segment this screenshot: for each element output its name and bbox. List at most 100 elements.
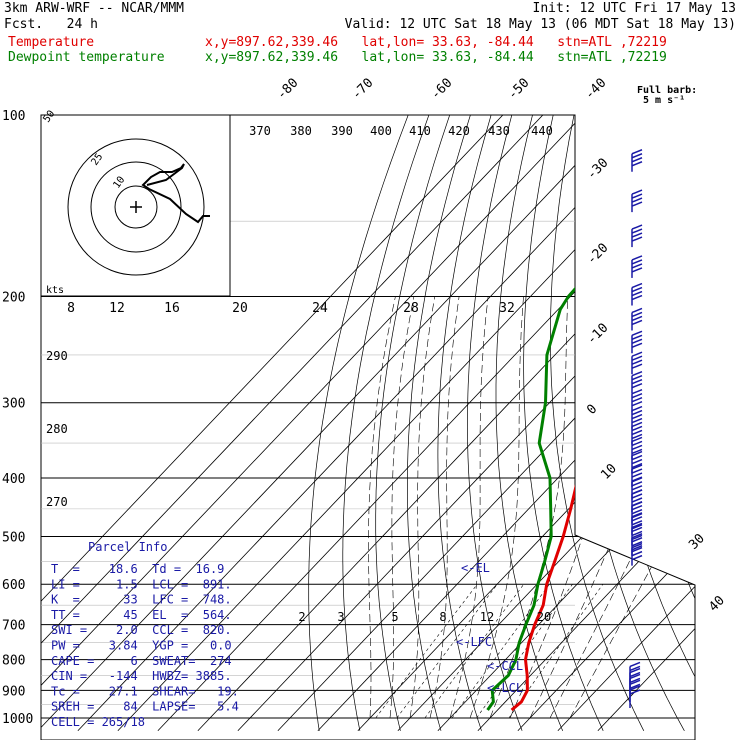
theta-label: 380 <box>290 124 312 138</box>
wind-barb <box>631 370 643 394</box>
hodograph-axis-label: 20 <box>232 301 248 316</box>
dry-adiabat <box>308 115 409 731</box>
hodograph-origin <box>130 201 142 213</box>
isotherm-line <box>157 115 695 732</box>
isotherm-line <box>277 115 695 732</box>
wind-barb <box>631 307 643 331</box>
theta-label: 440 <box>531 124 553 138</box>
dewpoint-location-info: x,y=897.62,339.46 lat,lon= 33.63, -84.44… <box>205 50 667 65</box>
theta-label: 410 <box>409 124 431 138</box>
parcel-info-row: CAPE = 6 SWEAT= 274 <box>51 654 232 668</box>
isotherm-label: 10 <box>598 461 620 483</box>
theta-label: 420 <box>448 124 470 138</box>
mixing-ratio-line <box>375 584 478 719</box>
theta-left-label: 270 <box>46 495 68 509</box>
parcel-info-title: Parcel Info <box>88 540 167 554</box>
hodograph-unit: kts <box>46 285 64 296</box>
hodograph-axis-label: 24 <box>312 301 328 316</box>
pressure-tick-label: 400 <box>2 472 25 487</box>
isotherm-label: -30 <box>584 156 611 183</box>
mixing-ratio-label: 2 <box>298 610 305 624</box>
isotherm-label: -50 <box>505 76 532 103</box>
wind-barb <box>631 477 643 500</box>
wind-barb <box>631 542 643 566</box>
parcel-info-row: SREH = 84 LAPSE= 5.4 <box>51 700 239 714</box>
isotherm-line <box>477 115 695 732</box>
dry-adiabat <box>467 115 523 731</box>
dry-adiabat <box>625 115 695 731</box>
hodograph-axis-label: 8 <box>67 301 75 316</box>
isotherm-label: -70 <box>349 76 376 103</box>
pressure-tick-label: 200 <box>2 291 25 306</box>
hodograph-trace <box>141 163 210 224</box>
pressure-tick-label: 900 <box>2 684 25 699</box>
theta-label: 390 <box>331 124 353 138</box>
hodograph-axis-label: 12 <box>109 301 125 316</box>
isotherm-label: -10 <box>584 321 611 348</box>
theta-label: 370 <box>249 124 271 138</box>
pressure-tick-label: 100 <box>2 109 25 124</box>
full-barb-unit: 5 m s⁻¹ <box>643 95 685 106</box>
hodograph-axis-label: 32 <box>499 301 515 316</box>
isotherm-label: 30 <box>686 531 708 553</box>
dry-adiabat <box>718 115 740 731</box>
isotherm-line <box>357 115 695 732</box>
wind-barb <box>631 421 643 445</box>
moist-adiabat <box>569 296 695 719</box>
hodograph-ring <box>114 185 158 229</box>
parcel-info-row: K = 33 LFC = 748. <box>51 593 232 607</box>
wind-barb <box>631 149 643 172</box>
mixing-ratio-label: 12 <box>480 610 494 624</box>
dewpoint-legend: Dewpoint temperature <box>8 50 165 65</box>
dry-adiabat <box>437 115 492 731</box>
dry-adiabat <box>375 115 451 731</box>
pressure-tick-label: 600 <box>2 578 25 593</box>
pressure-tick-label: 800 <box>2 654 25 669</box>
temperature-location-info: x,y=897.62,339.46 lat,lon= 33.63, -84.44… <box>205 35 667 50</box>
parcel-info-row: CELL = 265/18 <box>51 715 145 729</box>
isotherm-line <box>41 115 530 732</box>
dry-adiabat <box>342 115 430 731</box>
wind-barb <box>631 282 643 306</box>
theta-left-label: 280 <box>46 422 68 436</box>
moist-adiabat <box>469 296 524 719</box>
moist-adiabat <box>489 296 569 719</box>
isotherm-line <box>197 115 695 732</box>
isotherm-label: -80 <box>274 76 301 103</box>
hodograph-ring <box>90 161 182 253</box>
mixing-ratio-label: 20 <box>537 610 551 624</box>
mixing-ratio-label: 3 <box>337 610 344 624</box>
theta-label: 430 <box>488 124 510 138</box>
isotherm-line <box>437 115 695 732</box>
dry-adiabat <box>672 115 695 732</box>
dry-adiabat <box>696 115 740 731</box>
dry-adiabat <box>407 115 471 731</box>
theta-label: 400 <box>370 124 392 138</box>
moist-adiabat <box>429 296 460 719</box>
dry-adiabat <box>601 115 695 731</box>
valid-time: Valid: 12 UTC Sat 18 May 13 (06 MDT Sat … <box>344 17 736 32</box>
wind-barb <box>631 255 643 278</box>
isotherm-label: -60 <box>428 76 455 103</box>
moist-adiabat <box>549 296 695 719</box>
parcel-info-row: PW = 3.84 YGP = 0.0 <box>51 639 232 653</box>
wind-barb <box>631 351 643 375</box>
moist-adiabat <box>389 296 415 719</box>
isotherm-label: 0 <box>584 402 600 418</box>
isotherm-line <box>397 115 695 732</box>
level-marker: <-LFC <box>456 635 492 649</box>
wind-barb <box>631 224 643 248</box>
parcel-info-row: LI = 1.5 LCL = 891. <box>51 577 232 591</box>
isotherm-line <box>597 115 695 732</box>
wind-barb <box>631 189 643 213</box>
mixing-ratio-label: 5 <box>391 610 398 624</box>
temperature-legend: Temperature <box>8 35 95 50</box>
moist-adiabat <box>449 296 489 719</box>
hodograph-axis-label: 16 <box>164 301 180 316</box>
mixing-ratio-line <box>396 584 498 719</box>
level-marker: <-EL <box>461 561 490 575</box>
isotherm-label: -20 <box>584 241 611 268</box>
model-title: 3km ARW-WRF -- NCAR/MMM <box>4 1 185 16</box>
parcel-info-row: SWI = 2.0 CCL = 820. <box>51 623 232 637</box>
